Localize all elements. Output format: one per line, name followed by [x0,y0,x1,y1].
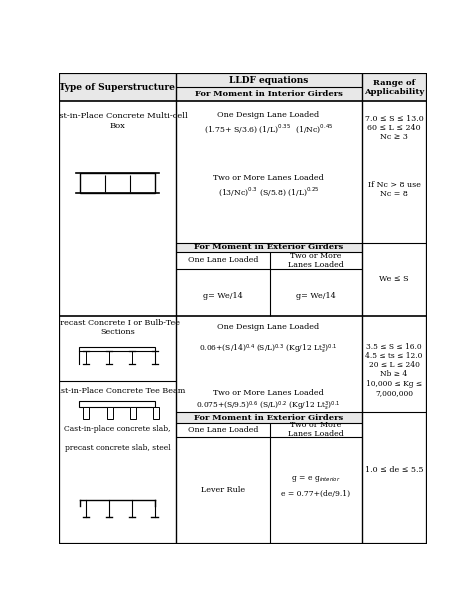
Bar [80,346,155,351]
Text: 0.06+(S/14)$^{0.4}$ (S/L)$^{0.3}$ (Kg/12 Lt$_s^3$)$^{0.1}$: 0.06+(S/14)$^{0.4}$ (S/L)$^{0.3}$ (Kg/12… [199,343,338,356]
Text: Precast Concrete I or Bulb-Tee
Sections: Precast Concrete I or Bulb-Tee Sections [55,319,180,336]
Text: (1.75+ S/3.6) (1/L)$^{0.35}$  (1/Nc)$^{0.45}$: (1.75+ S/3.6) (1/L)$^{0.35}$ (1/Nc)$^{0.… [204,122,333,135]
Bar [175,252,362,269]
Text: One Design Lane Loaded: One Design Lane Loaded [218,323,319,331]
Text: (13/Nc)$^{0.3}$ (S/5.8) (1/L)$^{0.25}$: (13/Nc)$^{0.3}$ (S/5.8) (1/L)$^{0.25}$ [218,186,319,199]
Text: Type of Superstructure: Type of Superstructure [59,82,175,92]
Bar [175,412,362,423]
Text: 3.5 ≤ S ≤ 16.0
4.5 ≤ ts ≤ 12.0
20 ≤ L ≤ 240
Nb ≥ 4
10,000 ≤ Kg ≤
7,000,000: 3.5 ≤ S ≤ 16.0 4.5 ≤ ts ≤ 12.0 20 ≤ L ≤ … [365,343,423,397]
Text: e = 0.77+(de/9.1): e = 0.77+(de/9.1) [281,490,350,498]
Text: Cast-in-Place Concrete Tee Beam: Cast-in-Place Concrete Tee Beam [50,387,185,395]
Text: g= We/14: g= We/14 [296,292,336,300]
Text: Lever Rule: Lever Rule [201,486,245,494]
Text: 1.0 ≤ de ≤ 5.5: 1.0 ≤ de ≤ 5.5 [365,466,423,474]
Text: One Lane Loaded: One Lane Loaded [188,257,258,265]
Bar [130,407,136,419]
Text: 7.0 ≤ S ≤ 13.0
60 ≤ L ≤ 240
Nc ≥ 3: 7.0 ≤ S ≤ 13.0 60 ≤ L ≤ 240 Nc ≥ 3 [365,115,423,141]
Bar [80,174,155,194]
Text: Cast-in-place concrete slab,

precast concrete slab, steel: Cast-in-place concrete slab, precast con… [64,425,171,452]
Text: If Nc > 8 use
Nc = 8: If Nc > 8 use Nc = 8 [368,181,420,198]
Text: Two or More Lanes Loaded: Two or More Lanes Loaded [213,174,324,182]
Bar [80,401,155,407]
Bar [175,243,362,252]
Text: One Design Lane Loaded: One Design Lane Loaded [218,111,319,119]
Text: We ≤ S: We ≤ S [379,276,409,284]
Text: LLDF equations: LLDF equations [229,76,308,85]
Text: Two or More
Lanes Loaded: Two or More Lanes Loaded [288,252,344,269]
Bar [59,73,427,101]
Bar [153,407,159,419]
Text: For Moment in Interior Girders: For Moment in Interior Girders [194,90,342,98]
Text: Two or More Lanes Loaded: Two or More Lanes Loaded [213,389,324,397]
Bar [107,407,113,419]
Bar [83,407,90,419]
Text: 0.075+(S/9.5)$^{0.6}$ (S/L)$^{0.2}$ (Kg/12 Lt$_s^3$)$^{0.1}$: 0.075+(S/9.5)$^{0.6}$ (S/L)$^{0.2}$ (Kg/… [196,400,341,414]
Text: Cast-in-Place Concrete Multi-cell
Box: Cast-in-Place Concrete Multi-cell Box [47,112,187,130]
Text: g= We/14: g= We/14 [203,292,243,300]
Text: For Moment in Exterior Girders: For Moment in Exterior Girders [194,243,343,251]
Text: Range of
Applicability: Range of Applicability [364,79,424,96]
Text: For Moment in Exterior Girders: For Moment in Exterior Girders [194,414,343,422]
Text: Two or More
Lanes Loaded: Two or More Lanes Loaded [288,421,344,439]
Text: One Lane Loaded: One Lane Loaded [188,426,258,434]
Text: g = e g$_{interior}$: g = e g$_{interior}$ [291,474,341,484]
